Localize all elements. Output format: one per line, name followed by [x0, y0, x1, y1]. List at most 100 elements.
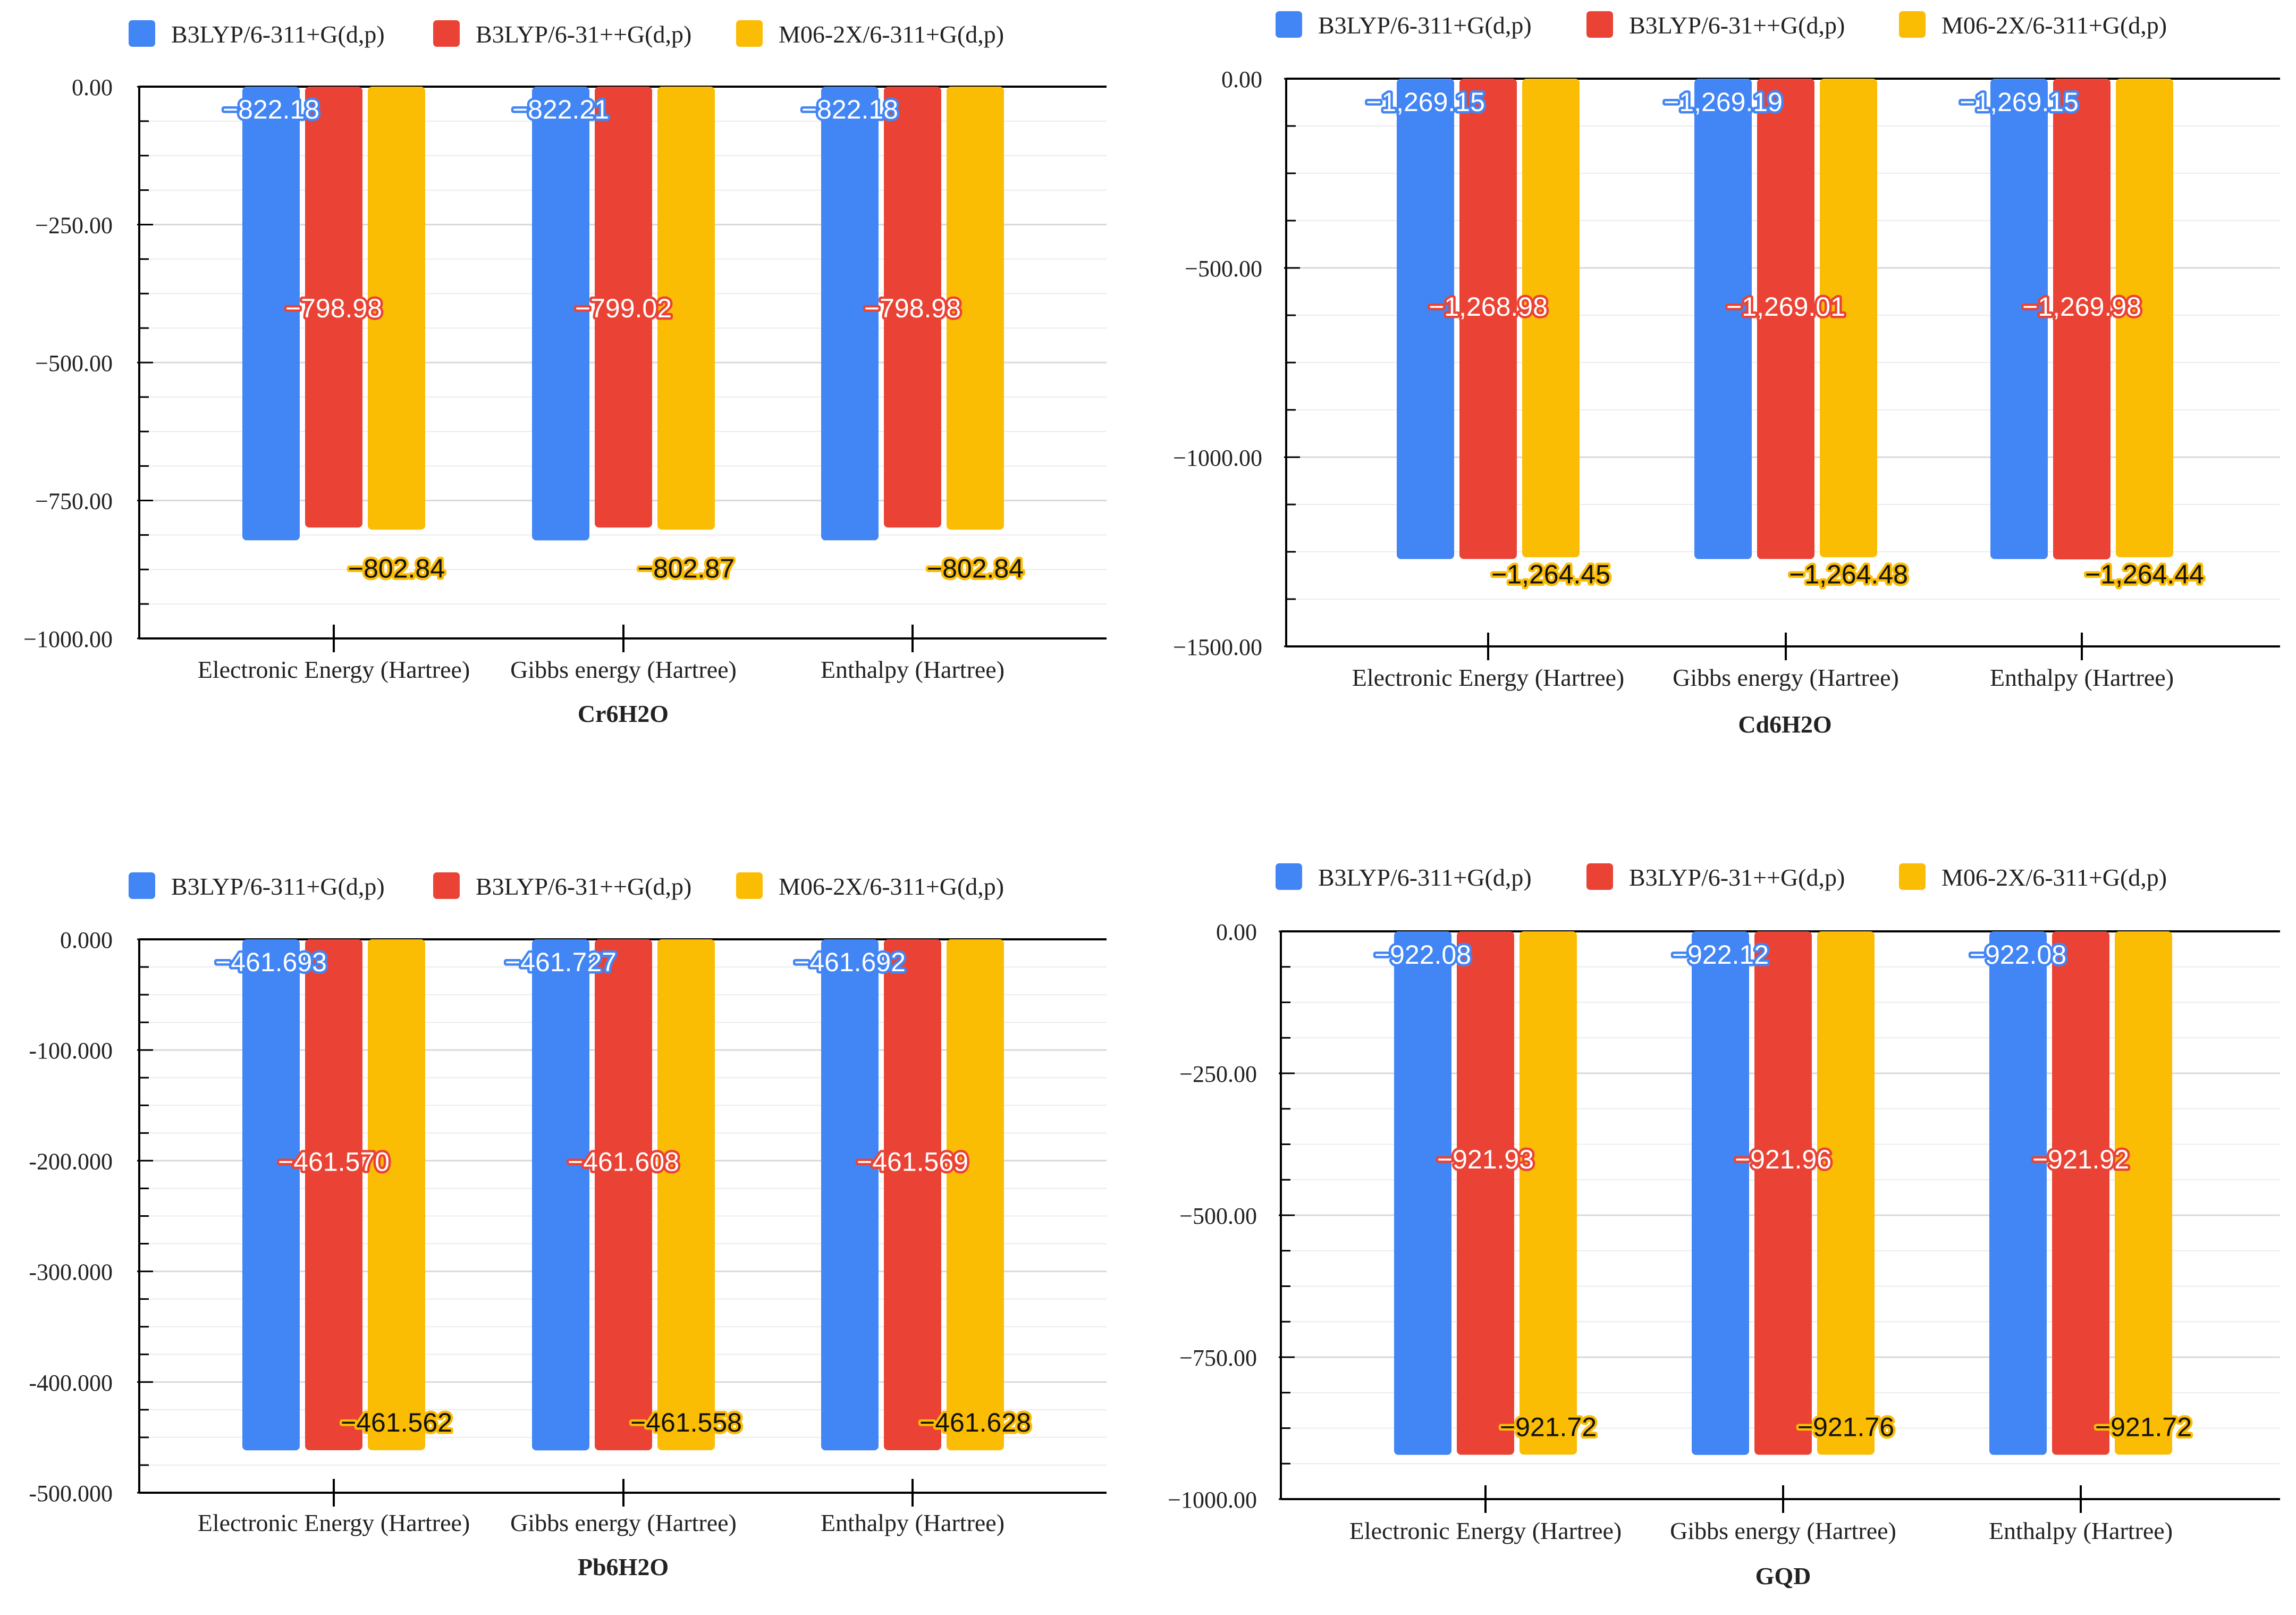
bar-2-3: [2052, 931, 2109, 1455]
bar-1-2: [1694, 79, 1752, 559]
data-label: −921.76: [1797, 1412, 1894, 1442]
bar-3-1: [368, 939, 425, 1450]
bar-2-3: [884, 87, 941, 528]
bar-2-2: [595, 87, 652, 528]
data-label: −822.18: [801, 95, 898, 124]
bar-1-1: [242, 939, 300, 1451]
data-label: −921.96: [1735, 1145, 1831, 1174]
data-label: −921.92: [2032, 1145, 2129, 1174]
legend-label: B3LYP/6-311+G(d,p): [1318, 864, 1532, 891]
bar-2-1: [305, 87, 362, 528]
legend-swatch: [1276, 863, 1302, 890]
chart-panel-gqd: 0.00 −250.00 −500.00 −750.00 −1000.00 Electro…: [1168, 863, 2280, 1589]
data-label: −1,269.01: [1726, 292, 1845, 322]
y-tick-label: −500.00: [1185, 256, 1262, 282]
bar-1-3: [821, 87, 879, 541]
data-label: −1,269.19: [1664, 87, 1783, 117]
chart-panel-cr6h2o: 0.00 −250.00 −500.00 −750.00 −1000.00 Electro…: [23, 20, 1107, 727]
bar-3-3: [947, 939, 1004, 1451]
bar-3-2: [1817, 931, 1875, 1455]
chart-title: Pb6H2O: [578, 1553, 669, 1580]
legend-swatch: [433, 20, 460, 47]
y-tick-label: −500.00: [35, 350, 113, 376]
data-label: −1,264.45: [1491, 559, 1610, 589]
bar-3-1: [1520, 931, 1577, 1455]
legend-swatch: [129, 20, 155, 47]
data-label: −822.21: [512, 95, 609, 124]
data-label: −1,269.15: [1366, 87, 1485, 117]
data-label: −799.02: [575, 293, 672, 323]
y-tick-label: 0.000: [60, 927, 113, 953]
y-tick-label: −750.00: [35, 489, 113, 515]
bar-2-1: [1457, 931, 1514, 1455]
data-label: −1,264.48: [1789, 559, 1908, 589]
chart-title: GQD: [1755, 1562, 1811, 1589]
bar-3-3: [2115, 931, 2172, 1455]
x-category-label: Electronic Energy (Hartree): [1349, 1517, 1622, 1544]
legend-swatch: [1276, 11, 1302, 38]
bar-2-3: [884, 939, 941, 1450]
bar-2-1: [1459, 79, 1517, 559]
data-label: −461.693: [215, 947, 327, 977]
legend-label: M06-2X/6-311+G(d,p): [779, 21, 1004, 48]
data-label: −802.84: [927, 553, 1024, 583]
legend-swatch: [1899, 863, 1926, 890]
legend-label: B3LYP/6-31++G(d,p): [1629, 864, 1845, 891]
y-tick-label: 0.00: [72, 74, 113, 100]
x-category-label: Gibbs energy (Hartree): [510, 656, 737, 683]
data-label: −822.18: [223, 95, 319, 124]
y-tick-label: −500.00: [1179, 1203, 1257, 1229]
y-tick-label: -200.000: [29, 1148, 113, 1174]
chart-title: Cr6H2O: [578, 700, 669, 727]
legend-swatch: [433, 872, 460, 899]
x-category-label: Gibbs energy (Hartree): [1673, 664, 1899, 691]
legend-label: M06-2X/6-311+G(d,p): [1942, 864, 2167, 891]
data-label: −461.570: [278, 1147, 390, 1176]
data-label: −1,264.44: [2085, 559, 2204, 589]
data-label: −1,269.98: [2022, 292, 2141, 322]
bar-1-3: [1990, 79, 2048, 559]
y-tick-label: −1000.00: [23, 626, 113, 652]
legend-swatch: [1586, 863, 1613, 890]
legend-swatch: [1586, 11, 1613, 38]
data-label: −461.628: [919, 1408, 1031, 1437]
y-tick-label: 0.00: [1216, 919, 1257, 945]
legend-swatch: [129, 872, 155, 899]
data-label: −798.98: [864, 293, 961, 323]
chart-panel-cd6h2o: 0.00 −500.00 −1000.00 −1500.00 Electronic En…: [1173, 11, 2280, 738]
data-label: −802.84: [348, 553, 445, 583]
bar-3-1: [368, 87, 425, 530]
bar-2-2: [1757, 79, 1814, 559]
y-tick-label: −750.00: [1179, 1345, 1257, 1371]
data-label: −461.569: [857, 1147, 968, 1176]
x-category-label: Enthalpy (Hartree): [821, 656, 1004, 683]
x-category-label: Electronic Energy (Hartree): [198, 1509, 470, 1536]
bar-1-2: [1692, 931, 1749, 1455]
data-label: −1,268.98: [1429, 292, 1548, 322]
x-category-label: Enthalpy (Hartree): [1990, 664, 2174, 691]
bar-2-2: [595, 939, 652, 1451]
y-tick-label: −1000.00: [1168, 1487, 1257, 1513]
y-tick-label: -400.000: [29, 1370, 113, 1396]
data-label: −461.692: [794, 947, 906, 977]
data-label: −921.72: [2095, 1412, 2192, 1442]
x-category-label: Gibbs energy (Hartree): [1670, 1517, 1896, 1544]
legend-swatch: [1899, 11, 1926, 38]
legend-swatch: [736, 872, 763, 899]
data-label: −922.12: [1672, 940, 1769, 970]
legend-label: B3LYP/6-311+G(d,p): [171, 21, 385, 48]
bar-1-1: [1394, 931, 1451, 1455]
bar-1-1: [242, 87, 300, 541]
bar-2-2: [1754, 931, 1812, 1455]
bar-1-2: [532, 939, 589, 1451]
y-tick-label: −1000.00: [1173, 445, 1262, 471]
y-tick-label: −250.00: [35, 213, 113, 239]
legend-label: M06-2X/6-311+G(d,p): [1942, 12, 2167, 39]
data-label: −802.87: [638, 553, 735, 583]
bar-3-2: [657, 939, 715, 1450]
legend-label: B3LYP/6-31++G(d,p): [476, 873, 691, 900]
legend-label: B3LYP/6-311+G(d,p): [171, 873, 385, 900]
legend-label: B3LYP/6-31++G(d,p): [1629, 12, 1845, 39]
